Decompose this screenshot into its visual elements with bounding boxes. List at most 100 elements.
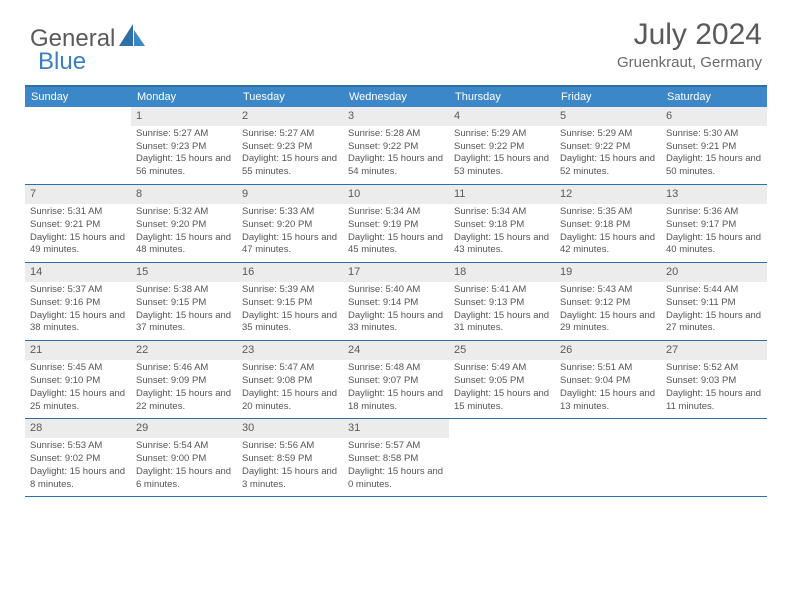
day-cell: 24 Sunrise: 5:48 AMSunset: 9:07 PMDayligh… [343,341,449,418]
daylight-text: Daylight: 15 hours and 53 minutes. [454,153,550,179]
day-number: 23 [237,341,343,360]
sunset-text: Sunset: 9:20 PM [136,219,232,232]
day-cell: 27Sunrise: 5:52 AMSunset: 9:03 PMDayligh… [661,341,767,418]
week-row: 7Sunrise: 5:31 AMSunset: 9:21 PMDaylight… [25,185,767,263]
day-cell: 12Sunrise: 5:35 AMSunset: 9:18 PMDayligh… [555,185,661,262]
sunset-text: Sunset: 9:22 PM [348,141,444,154]
day-number: 15 [131,263,237,282]
day-number: 20 [661,263,767,282]
sunrise-text: Sunrise: 5:37 AM [30,284,126,297]
day-cell: 10Sunrise: 5:34 AMSunset: 9:19 PMDayligh… [343,185,449,262]
sunrise-text: Sunrise: 5:33 AM [242,206,338,219]
sunset-text: Sunset: 9:11 PM [666,297,762,310]
sunset-text: Sunset: 9:23 PM [242,141,338,154]
day-number: 14 [25,263,131,282]
sunrise-text: Sunrise: 5:38 AM [136,284,232,297]
daylight-text: Daylight: 15 hours and 0 minutes. [348,466,444,492]
day-number: 13 [661,185,767,204]
month-title: July 2024 [617,18,762,52]
sunrise-text: Sunrise: 5:39 AM [242,284,338,297]
day-number: 29 [131,419,237,438]
dow-monday: Monday [131,87,237,107]
day-number: 31 [343,419,449,438]
day-cell: 6Sunrise: 5:30 AMSunset: 9:21 PMDaylight… [661,107,767,184]
sunrise-text: Sunrise: 5:27 AM [242,128,338,141]
day-cell: 22Sunrise: 5:46 AMSunset: 9:09 PMDayligh… [131,341,237,418]
day-cell: 26Sunrise: 5:51 AMSunset: 9:04 PMDayligh… [555,341,661,418]
day-cell: 29Sunrise: 5:54 AMSunset: 9:00 PMDayligh… [131,419,237,496]
sunrise-text: Sunrise: 5:53 AM [30,440,126,453]
day-number: 18 [449,263,555,282]
week-row: 28Sunrise: 5:53 AMSunset: 9:02 PMDayligh… [25,419,767,497]
day-number: 17 [343,263,449,282]
daylight-text: Daylight: 15 hours and 55 minutes. [242,153,338,179]
daylight-text: Daylight: 15 hours and 3 minutes. [242,466,338,492]
dow-sunday: Sunday [25,87,131,107]
day-cell: 7Sunrise: 5:31 AMSunset: 9:21 PMDaylight… [25,185,131,262]
day-cell: 4Sunrise: 5:29 AMSunset: 9:22 PMDaylight… [449,107,555,184]
daylight-text: Daylight: 15 hours and 29 minutes. [560,310,656,336]
day-number: 5 [555,107,661,126]
sunset-text: Sunset: 9:21 PM [30,219,126,232]
day-cell: 28Sunrise: 5:53 AMSunset: 9:02 PMDayligh… [25,419,131,496]
day-cell: 16Sunrise: 5:39 AMSunset: 9:15 PMDayligh… [237,263,343,340]
sunset-text: Sunset: 9:10 PM [30,375,126,388]
daylight-text: Daylight: 15 hours and 18 minutes. [348,388,444,414]
day-of-week-header: Sunday Monday Tuesday Wednesday Thursday… [25,87,767,107]
day-cell: 19Sunrise: 5:43 AMSunset: 9:12 PMDayligh… [555,263,661,340]
daylight-text: Daylight: 15 hours and 11 minutes. [666,388,762,414]
day-number: 27 [661,341,767,360]
daylight-text: Daylight: 15 hours and 20 minutes. [242,388,338,414]
day-number [25,107,131,126]
daylight-text: Daylight: 15 hours and 13 minutes. [560,388,656,414]
sunrise-text: Sunrise: 5:28 AM [348,128,444,141]
day-number: 24 [343,341,449,360]
day-number: 4 [449,107,555,126]
daylight-text: Daylight: 15 hours and 38 minutes. [30,310,126,336]
day-number: 19 [555,263,661,282]
day-cell: 23Sunrise: 5:47 AMSunset: 9:08 PMDayligh… [237,341,343,418]
day-number: 28 [25,419,131,438]
day-number: 26 [555,341,661,360]
dow-saturday: Saturday [661,87,767,107]
day-number: 1 [131,107,237,126]
sunrise-text: Sunrise: 5:36 AM [666,206,762,219]
day-cell: 8Sunrise: 5:32 AMSunset: 9:20 PMDaylight… [131,185,237,262]
daylight-text: Daylight: 15 hours and 54 minutes. [348,153,444,179]
sunset-text: Sunset: 9:21 PM [666,141,762,154]
day-cell: 25Sunrise: 5:49 AMSunset: 9:05 PMDayligh… [449,341,555,418]
day-number: 16 [237,263,343,282]
day-number: 25 [449,341,555,360]
sunrise-text: Sunrise: 5:31 AM [30,206,126,219]
day-cell: 11Sunrise: 5:34 AMSunset: 9:18 PMDayligh… [449,185,555,262]
sunrise-text: Sunrise: 5:40 AM [348,284,444,297]
day-number [555,419,661,438]
sunrise-text: Sunrise: 5:48 AM [348,362,444,375]
sunset-text: Sunset: 9:07 PM [348,375,444,388]
day-cell [449,419,555,496]
sunset-text: Sunset: 9:20 PM [242,219,338,232]
sunset-text: Sunset: 9:13 PM [454,297,550,310]
dow-thursday: Thursday [449,87,555,107]
sunrise-text: Sunrise: 5:27 AM [136,128,232,141]
sunset-text: Sunset: 9:23 PM [136,141,232,154]
title-block: July 2024 Gruenkraut, Germany [617,18,762,71]
sunrise-text: Sunrise: 5:46 AM [136,362,232,375]
sunrise-text: Sunrise: 5:35 AM [560,206,656,219]
day-number: 6 [661,107,767,126]
day-number: 21 [25,341,131,360]
day-number: 30 [237,419,343,438]
day-number: 22 [131,341,237,360]
sunrise-text: Sunrise: 5:56 AM [242,440,338,453]
sunset-text: Sunset: 9:16 PM [30,297,126,310]
daylight-text: Daylight: 15 hours and 47 minutes. [242,232,338,258]
daylight-text: Daylight: 15 hours and 22 minutes. [136,388,232,414]
day-cell: 31Sunrise: 5:57 AMSunset: 8:58 PMDayligh… [343,419,449,496]
sunset-text: Sunset: 9:03 PM [666,375,762,388]
daylight-text: Daylight: 15 hours and 6 minutes. [136,466,232,492]
daylight-text: Daylight: 15 hours and 8 minutes. [30,466,126,492]
day-cell: 17Sunrise: 5:40 AMSunset: 9:14 PMDayligh… [343,263,449,340]
day-number: 9 [237,185,343,204]
day-cell: 30Sunrise: 5:56 AMSunset: 8:59 PMDayligh… [237,419,343,496]
logo-text-blue: Blue [38,48,86,76]
